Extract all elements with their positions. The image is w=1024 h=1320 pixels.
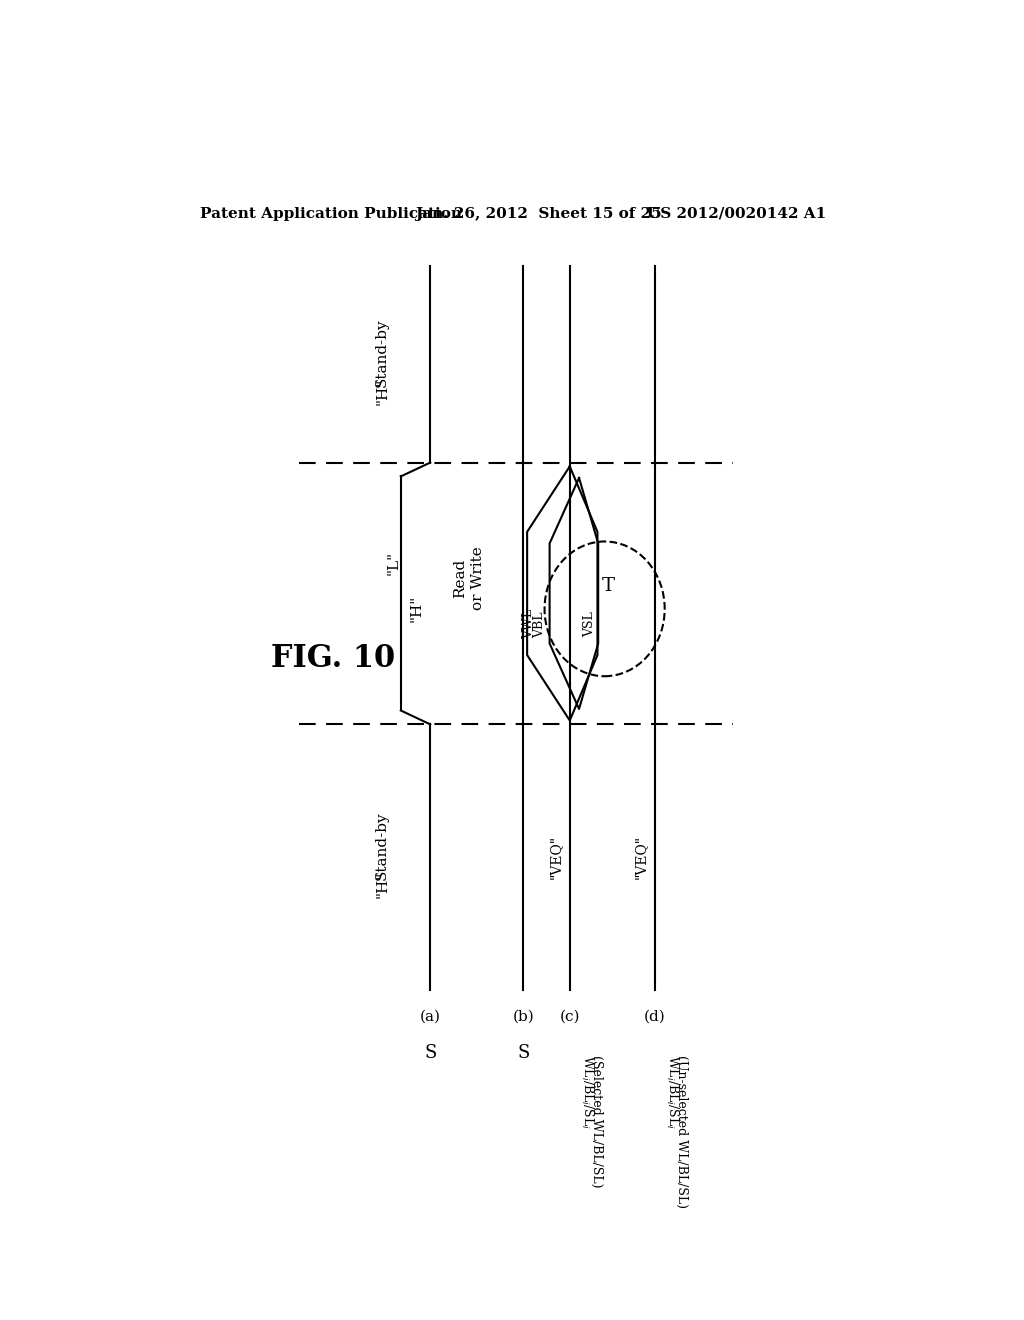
Text: Jan. 26, 2012  Sheet 15 of 25: Jan. 26, 2012 Sheet 15 of 25 (415, 207, 662, 220)
Text: WL$_i$/BL$_i$/SL$_i$: WL$_i$/BL$_i$/SL$_i$ (579, 1056, 595, 1130)
Text: Read
or Write: Read or Write (454, 546, 484, 610)
Text: (d): (d) (644, 1010, 666, 1023)
Text: "H": "H" (410, 595, 423, 623)
Text: (c): (c) (559, 1010, 580, 1023)
Text: Patent Application Publication: Patent Application Publication (200, 207, 462, 220)
Text: (a): (a) (420, 1010, 440, 1023)
Text: T: T (602, 577, 615, 595)
Text: VSL: VSL (584, 611, 596, 638)
Text: "L": "L" (386, 550, 400, 574)
Text: FIG. 10: FIG. 10 (271, 643, 395, 675)
Text: Stand-by: Stand-by (375, 318, 389, 387)
Text: "H": "H" (375, 378, 389, 405)
Text: S: S (424, 1044, 436, 1061)
Text: S: S (517, 1044, 529, 1061)
Text: Stand-by: Stand-by (375, 812, 389, 880)
Text: "H": "H" (375, 870, 389, 898)
Text: (Un-selected WL/BL/SL): (Un-selected WL/BL/SL) (675, 1056, 688, 1208)
Text: VWL: VWL (522, 610, 536, 639)
Text: (Selected WL/BL/SL): (Selected WL/BL/SL) (590, 1056, 603, 1188)
Text: (b): (b) (512, 1010, 535, 1023)
Text: VBL: VBL (534, 611, 546, 638)
Text: "VEQ": "VEQ" (549, 836, 563, 879)
Text: WL$_i$/BL$_i$/SL$_i$: WL$_i$/BL$_i$/SL$_i$ (665, 1056, 680, 1130)
Text: "VEQ": "VEQ" (634, 836, 648, 879)
Text: US 2012/0020142 A1: US 2012/0020142 A1 (647, 207, 826, 220)
